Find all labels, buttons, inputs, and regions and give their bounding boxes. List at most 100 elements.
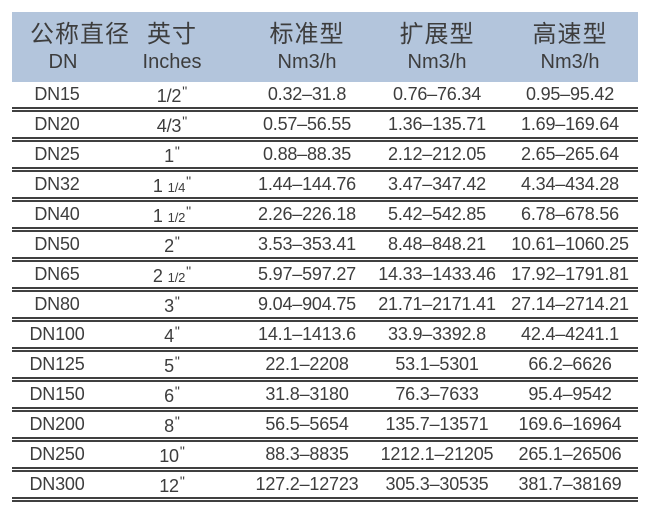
cell-inches: 5" (102, 349, 242, 380)
dn-value: DN15 (34, 84, 80, 104)
cell-extended-range: 53.1–5301 (372, 352, 502, 377)
standard-range-value: 9.04–904.75 (258, 294, 356, 314)
inch-prime-mark: " (174, 233, 180, 249)
standard-range-value: 14.1–1413.6 (258, 324, 356, 344)
highspeed-range-value: 6.78–678.56 (521, 204, 619, 224)
cell-standard-range: 56.5–5654 (242, 412, 372, 437)
inch-prime-mark: " (174, 293, 180, 309)
inch-whole-value: 3 (164, 296, 174, 316)
extended-range-value: 305.3–30535 (385, 474, 489, 494)
cell-dn: DN300 (12, 472, 102, 497)
highspeed-range-value: 1.69–169.64 (521, 114, 619, 134)
highspeed-range-value: 381.7–38169 (518, 474, 622, 494)
extended-range-value: 8.48–848.21 (388, 234, 486, 254)
highspeed-range-value: 42.4–4241.1 (521, 324, 619, 344)
cell-inches: 8" (102, 409, 242, 440)
dn-value: DN50 (34, 234, 80, 254)
standard-range-value: 88.3–8835 (265, 444, 349, 464)
inch-whole-value: 12 (159, 476, 179, 496)
cell-inches: 2" (102, 229, 242, 260)
cell-highspeed-range: 169.6–16964 (502, 412, 638, 437)
cell-extended-range: 76.3–7633 (372, 382, 502, 407)
highspeed-range-value: 265.1–26506 (518, 444, 622, 464)
standard-range-value: 5.97–597.27 (258, 264, 356, 284)
inch-whole-value: 2 (152, 266, 163, 286)
dn-value: DN300 (29, 474, 85, 494)
cell-highspeed-range: 1.69–169.64 (502, 112, 638, 137)
inch-prime-mark: " (174, 383, 180, 399)
highspeed-range-value: 4.34–434.28 (521, 174, 619, 194)
cell-highspeed-range: 17.92–1791.81 (502, 262, 638, 287)
table-row: DN50 2" 3.53–353.41 8.48–848.21 10.61–10… (12, 232, 638, 262)
cell-dn: DN32 (12, 172, 102, 197)
table-row: DN65 2 1/2" 5.97–597.27 14.33–1433.46 17.… (12, 262, 638, 292)
cell-extended-range: 1212.1–21205 (372, 442, 502, 467)
header-label-zh: 英寸 (147, 21, 197, 48)
header-label-zh: 高速型 (532, 21, 608, 48)
cell-highspeed-range: 10.61–1060.25 (502, 232, 638, 257)
cell-dn: DN50 (12, 232, 102, 257)
extended-range-value: 3.47–347.42 (388, 174, 486, 194)
cell-standard-range: 0.32–31.8 (242, 82, 372, 107)
header-col-extended-type: 扩展型 Nm3/h (372, 20, 502, 74)
cell-inches: 1 1/4" (102, 169, 242, 200)
flow-range-table: 公称直径 DN 英寸 Inches 标准型 Nm3/h 扩展型 Nm3/h 高速… (12, 12, 638, 502)
inch-whole-value: 4 (164, 326, 174, 346)
cell-dn: DN25 (12, 142, 102, 167)
standard-range-value: 31.8–3180 (265, 384, 349, 404)
highspeed-range-value: 2.65–265.64 (521, 144, 619, 164)
standard-range-value: 127.2–12723 (255, 474, 359, 494)
header-label-sub: Inches (142, 51, 202, 73)
table-row: DN300 12" 127.2–12723 305.3–30535 381.7–… (12, 472, 638, 502)
cell-highspeed-range: 265.1–26506 (502, 442, 638, 467)
standard-range-value: 0.57–56.55 (262, 114, 352, 134)
inch-prime-mark: " (186, 173, 192, 189)
standard-range-value: 2.26–226.18 (258, 204, 356, 224)
cell-standard-range: 2.26–226.18 (242, 202, 372, 227)
highspeed-range-value: 10.61–1060.25 (511, 234, 629, 254)
cell-inches: 1/2" (102, 79, 242, 110)
standard-range-value: 0.88–88.35 (262, 144, 352, 164)
header-col-highspeed-type: 高速型 Nm3/h (502, 20, 638, 74)
cell-inches: 6" (102, 379, 242, 410)
cell-dn: DN250 (12, 442, 102, 467)
cell-standard-range: 1.44–144.76 (242, 172, 372, 197)
cell-highspeed-range: 95.4–9542 (502, 382, 638, 407)
cell-dn: DN20 (12, 112, 102, 137)
highspeed-range-value: 0.95–95.42 (525, 84, 615, 104)
inch-fraction-value: 1/2 (167, 270, 186, 285)
cell-highspeed-range: 27.14–2714.21 (502, 292, 638, 317)
dn-value: DN125 (29, 354, 85, 374)
inch-prime-mark: " (174, 353, 180, 369)
dn-value: DN20 (34, 114, 80, 134)
inch-prime-mark: " (174, 323, 180, 339)
inch-whole-value: 2 (164, 236, 174, 256)
cell-inches: 2 1/2" (102, 259, 242, 290)
cell-extended-range: 305.3–30535 (372, 472, 502, 497)
cell-highspeed-range: 4.34–434.28 (502, 172, 638, 197)
extended-range-value: 33.9–3392.8 (388, 324, 486, 344)
header-label-sub: DN (48, 51, 78, 73)
cell-extended-range: 21.71–2171.41 (372, 292, 502, 317)
cell-highspeed-range: 0.95–95.42 (502, 82, 638, 107)
extended-range-value: 5.42–542.85 (388, 204, 486, 224)
dn-value: DN32 (34, 174, 80, 194)
cell-standard-range: 88.3–8835 (242, 442, 372, 467)
extended-range-value: 76.3–7633 (395, 384, 479, 404)
standard-range-value: 0.32–31.8 (267, 84, 347, 104)
inch-whole-value: 10 (159, 446, 179, 466)
inch-whole-value: 4/3 (156, 116, 182, 136)
inch-whole-value: 1 (152, 206, 163, 226)
cell-standard-range: 9.04–904.75 (242, 292, 372, 317)
inch-whole-value: 1 (152, 176, 163, 196)
inch-fraction-value: 1/2 (167, 210, 186, 225)
highspeed-range-value: 17.92–1791.81 (511, 264, 629, 284)
inch-whole-value: 1 (164, 146, 174, 166)
cell-highspeed-range: 6.78–678.56 (502, 202, 638, 227)
inch-prime-mark: " (182, 113, 188, 129)
cell-inches: 4" (102, 319, 242, 350)
table-row: DN80 3" 9.04–904.75 21.71–2171.41 27.14–… (12, 292, 638, 322)
cell-extended-range: 14.33–1433.46 (372, 262, 502, 287)
cell-extended-range: 8.48–848.21 (372, 232, 502, 257)
inch-prime-mark: " (174, 143, 180, 159)
